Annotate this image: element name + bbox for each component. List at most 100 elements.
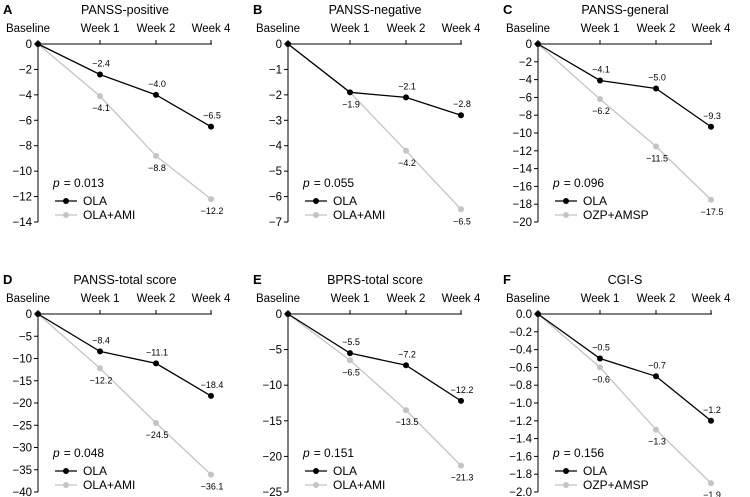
y-tick-label: −10 <box>262 380 282 392</box>
data-label: −7.2 <box>398 349 416 359</box>
data-label: −6.5 <box>342 367 360 377</box>
data-label: −0.6 <box>592 374 610 384</box>
panel-letter: F <box>503 272 511 287</box>
series-point-0 <box>708 123 714 130</box>
panel-title: PANSS-general <box>581 3 668 17</box>
y-tick-label: −1.4 <box>509 434 532 446</box>
legend-label: OLA+AMI <box>83 478 135 492</box>
data-label: −2.1 <box>398 81 416 91</box>
legend-marker-0 <box>63 198 69 204</box>
data-label: −6.5 <box>203 111 221 121</box>
legend-label: OLA <box>83 194 107 208</box>
legend-label: OZP+AMSP <box>583 478 649 492</box>
x-tick-label: Week 1 <box>81 293 120 305</box>
data-label: −1.3 <box>648 437 666 447</box>
data-label: −1.9 <box>703 490 721 497</box>
data-label: −2.4 <box>92 59 110 69</box>
data-label: −12.2 <box>90 375 113 385</box>
p-value-symbol: p <box>52 446 60 460</box>
data-label: −4.2 <box>398 158 416 168</box>
panel-letter: E <box>253 272 262 287</box>
y-tick-label: −8 <box>519 110 532 122</box>
x-tick-label: Week 4 <box>192 293 231 305</box>
p-value-text: = 0.096 <box>564 176 605 190</box>
y-tick-label: −0.6 <box>509 362 532 374</box>
data-label: −4.0 <box>148 79 166 89</box>
data-label: −0.7 <box>648 360 666 370</box>
y-tick-label: −0.2 <box>509 327 532 339</box>
series-point-0 <box>153 91 159 98</box>
y-tick-label: −1.6 <box>509 451 532 463</box>
panel-a: A PANSS-positive Baseline Week 1 Week 2 Week … <box>3 2 231 229</box>
data-label: −4.1 <box>592 64 610 74</box>
data-label: −2.8 <box>453 99 471 109</box>
panel-title: CGI-S <box>608 273 643 287</box>
p-value-symbol: p <box>302 176 310 190</box>
series-point-1 <box>208 471 214 478</box>
y-tick-label: −18 <box>512 199 532 211</box>
y-tick-label: −1.2 <box>509 416 532 428</box>
series-point-1 <box>153 152 159 159</box>
y-tick-label: −20 <box>12 398 32 410</box>
series-point-0 <box>285 311 291 317</box>
x-tick-label: Week 1 <box>331 293 370 305</box>
x-tick-label: Week 1 <box>581 23 620 35</box>
series-point-0 <box>653 373 659 380</box>
legend-marker-1 <box>313 212 319 218</box>
y-tick-label: −25 <box>262 487 282 497</box>
x-tick-label: Week 1 <box>581 293 620 305</box>
series-point-1 <box>458 206 464 213</box>
series-point-0 <box>458 397 464 404</box>
series-point-0 <box>208 123 214 130</box>
data-label: −12.2 <box>451 385 474 395</box>
panel-title: PANSS-total score <box>73 273 176 287</box>
series-point-1 <box>347 357 353 364</box>
data-label: −21.3 <box>451 473 474 483</box>
y-tick-label: −20 <box>512 217 532 229</box>
y-tick-label: −10 <box>12 166 32 178</box>
legend-marker-0 <box>563 198 569 204</box>
x-tick-label: Baseline <box>506 293 550 305</box>
series-point-1 <box>208 196 214 203</box>
data-label: −1.9 <box>342 99 360 109</box>
series-line-0 <box>287 43 462 116</box>
y-tick-label: −10 <box>12 354 32 366</box>
y-tick-label: −7 <box>269 217 282 229</box>
series-point-0 <box>347 89 353 96</box>
data-label: −4.1 <box>92 103 110 113</box>
y-tick-label: 0 <box>276 309 282 321</box>
panel-b: B PANSS-negative Baseline Week 1 Week 2 Week … <box>253 2 481 229</box>
series-point-1 <box>597 96 603 103</box>
data-label: −11.5 <box>646 153 668 163</box>
series-point-1 <box>708 480 714 487</box>
y-tick-label: 0 <box>276 39 282 51</box>
panel-f: F CGI-S Baseline Week 1 Week 2 Week 4 0.0 −0.2 −… <box>503 272 731 497</box>
legend-marker-1 <box>563 212 569 218</box>
series-point-0 <box>597 355 603 362</box>
legend-label: OLA+AMI <box>333 208 385 222</box>
y-tick-label: −10 <box>512 128 532 140</box>
y-tick-label: −15 <box>12 376 32 388</box>
x-tick-label: Baseline <box>6 293 50 305</box>
series-point-0 <box>347 350 353 357</box>
p-value-symbol: p <box>52 176 60 190</box>
panel-letter: D <box>3 272 12 287</box>
series-line-0 <box>37 313 212 397</box>
panel-title: PANSS-negative <box>329 3 422 17</box>
series-point-0 <box>535 311 541 317</box>
series-point-0 <box>653 85 659 92</box>
data-label: −24.5 <box>146 430 169 440</box>
p-value-text: = 0.156 <box>564 446 605 460</box>
x-tick-label: Week 4 <box>192 23 231 35</box>
legend-marker-0 <box>63 468 69 474</box>
data-label: −8.8 <box>148 163 166 173</box>
legend-marker-1 <box>63 482 69 488</box>
series-line-0 <box>37 43 212 128</box>
legend-marker-1 <box>63 212 69 218</box>
y-tick-label: −5 <box>19 331 32 343</box>
y-tick-label: −30 <box>12 443 32 455</box>
x-tick-label: Week 2 <box>387 23 426 35</box>
series-line-1 <box>287 313 462 467</box>
legend-label: OLA <box>333 464 357 478</box>
